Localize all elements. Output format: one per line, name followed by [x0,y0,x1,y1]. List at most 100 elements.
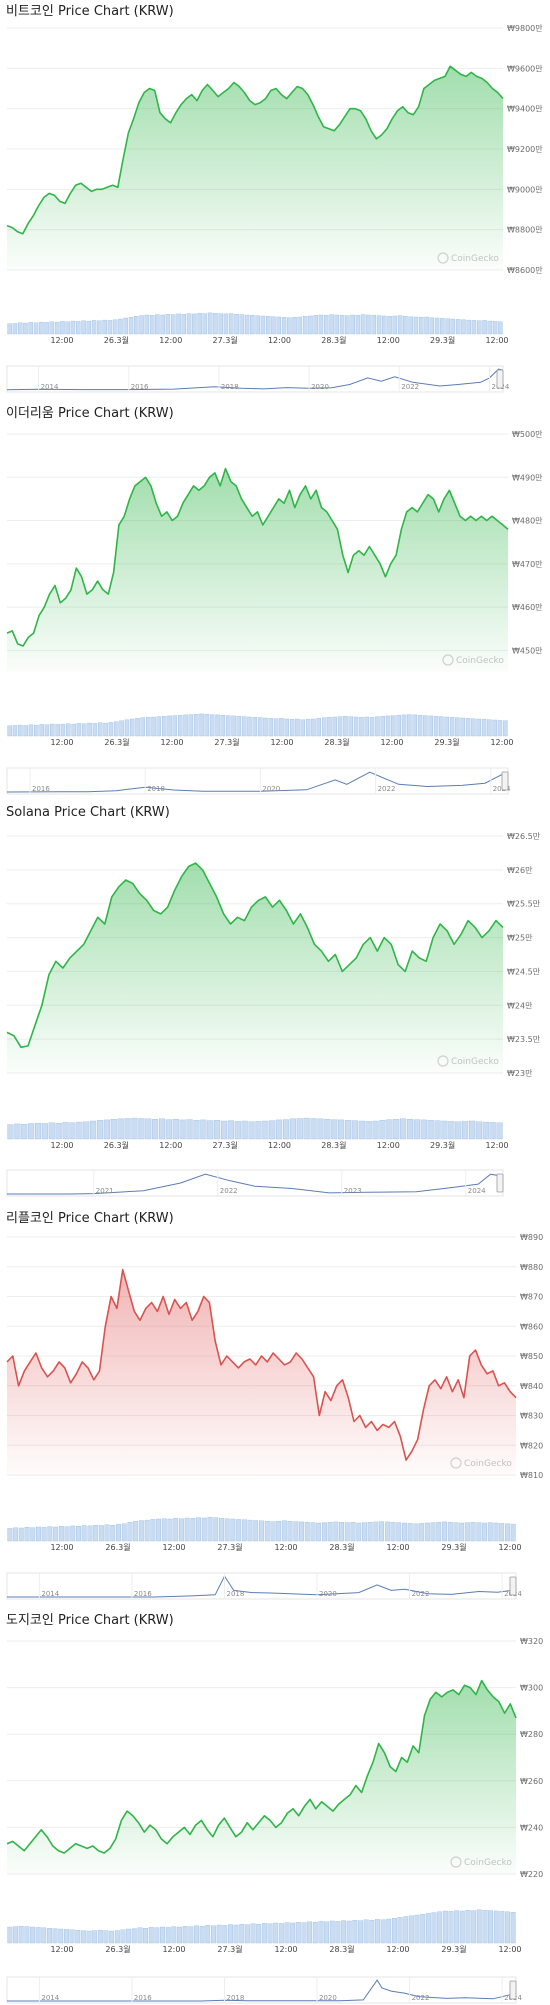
volume-bar [41,1123,48,1140]
x-tick-label: 28.3월 [329,1542,354,1552]
volume-bar [316,718,322,737]
volume-bar [335,1921,341,1944]
volume-bar [263,717,268,737]
navigator-handle[interactable] [501,771,509,791]
volume-bar [262,1120,269,1140]
volume-bar [170,314,176,335]
volume-bar [355,315,361,335]
volume-bar [149,315,155,335]
volume-bar [63,1929,69,1944]
volume-bar [337,716,343,737]
volume-bar [176,313,181,335]
navigator-handle[interactable] [509,1576,517,1596]
price-chart-solana[interactable]: ₩26.5만 ₩26만 ₩25.5만 ₩25만 ₩24.5만 ₩24만 ₩23.5만 ₩23만… [0,805,550,1207]
volume-bar [70,320,76,335]
navigator-year-label: 2022 [401,383,419,391]
volume-bar [201,1517,207,1542]
chart-title: Solana Price Chart (KRW) [6,805,170,820]
volume-bar [236,1519,242,1542]
volume-bar [276,1521,282,1542]
volume-bar [244,1924,250,1944]
x-tick-label: 28.3월 [329,1944,354,1954]
volume-bar [296,1118,303,1140]
x-tick-label: 12:00 [274,1543,297,1552]
volume-bar [108,722,114,737]
volume-bar [424,316,429,335]
x-tick-label: 27.3월 [217,1944,242,1954]
x-tick-label: 29.3월 [441,1542,466,1552]
volume-bar [360,314,366,335]
volume-bar [475,1121,482,1140]
volume-bar [310,1118,317,1140]
volume-bar [96,1120,104,1140]
volume-bar [339,315,345,335]
volume-bar [53,1526,59,1542]
volume-bar [252,717,258,737]
x-tick-label: 12:00 [274,1945,297,1954]
y-tick-label: ₩840 [520,1382,543,1391]
volume-bar [117,1118,124,1140]
price-chart-ethereum[interactable]: ₩500만 ₩490만 ₩480만 ₩470만 ₩460만 ₩450만 CoinGecko 1… [0,402,550,805]
volume-bar [214,1120,221,1140]
volume-bar [311,718,316,737]
x-tick-label: 12:00 [50,336,73,345]
y-tick-label: ₩480만 [512,517,543,526]
volume-bar [107,320,113,335]
y-tick-label: ₩9400만 [507,105,543,114]
volume-bar [481,719,487,737]
volume-bar [365,1121,372,1140]
volume-bar [449,717,455,737]
volume-bar [367,1522,373,1542]
x-tick-label: 12:00 [386,1945,409,1954]
volume-bar [453,1522,459,1542]
volume-bar [379,1120,386,1140]
volume-bar [371,315,377,335]
volume-bar [173,1518,179,1542]
navigator-year-label: 2016 [134,1994,152,2002]
volume-bar [346,1920,352,1944]
volume-bar [295,718,300,737]
volume-bar [413,316,419,335]
volume-bar [207,1517,213,1542]
volume-bar [250,315,255,335]
volume-bar [324,1921,329,1944]
price-line [6,1268,517,1461]
volume-bar [150,1519,156,1542]
volume-bar [434,317,440,335]
volume-bar [218,1518,224,1542]
volume-bar [81,320,86,335]
navigator-year-label: 2016 [32,785,50,793]
volume-bar [139,315,144,335]
watermark: CoinGecko [451,254,499,264]
x-tick-label: 12:00 [485,336,508,345]
volume-bar [186,313,192,335]
volume-bar [300,719,306,737]
volume-bar [403,1916,409,1944]
x-tick-label: 27.3월 [213,335,238,345]
navigator-handle[interactable] [509,1980,517,2000]
volume-bar [366,314,371,335]
volume-bar [408,1915,414,1944]
volume-bar [81,1525,87,1542]
navigator-handle[interactable] [496,369,504,389]
volume-bar [281,317,287,335]
volume-bar [373,1521,379,1542]
volume-bar [75,321,81,335]
x-tick-label: 12:00 [498,1945,521,1954]
volume-bar [58,1526,64,1542]
volume-bar [310,1522,316,1542]
price-chart-dogecoin[interactable]: ₩320 ₩300 ₩280 ₩260 ₩240 ₩220 CoinGecko 12:00 26… [0,1609,550,2005]
volume-bar [76,1121,83,1140]
price-area [7,1269,516,1475]
volume-bar [181,314,186,335]
navigator-handle[interactable] [496,1173,504,1193]
navigator-year-label: 2024 [468,1187,486,1195]
volume-bar [223,313,229,335]
price-area [7,1680,516,1874]
price-chart-ripple[interactable]: ₩890 ₩880 ₩870 ₩860 ₩850 ₩840 ₩830 ₩820 ₩810 Coin… [0,1207,550,1609]
volume-bar [12,323,18,335]
volume-bar [248,1121,255,1140]
price-chart-bitcoin[interactable]: ₩9800만 ₩9600만 ₩9400만 ₩9200만 ₩9000만 ₩8800만 ₩860… [0,0,550,402]
y-tick-label: ₩8800만 [507,226,543,235]
navigator-year-label: 2018 [147,785,165,793]
